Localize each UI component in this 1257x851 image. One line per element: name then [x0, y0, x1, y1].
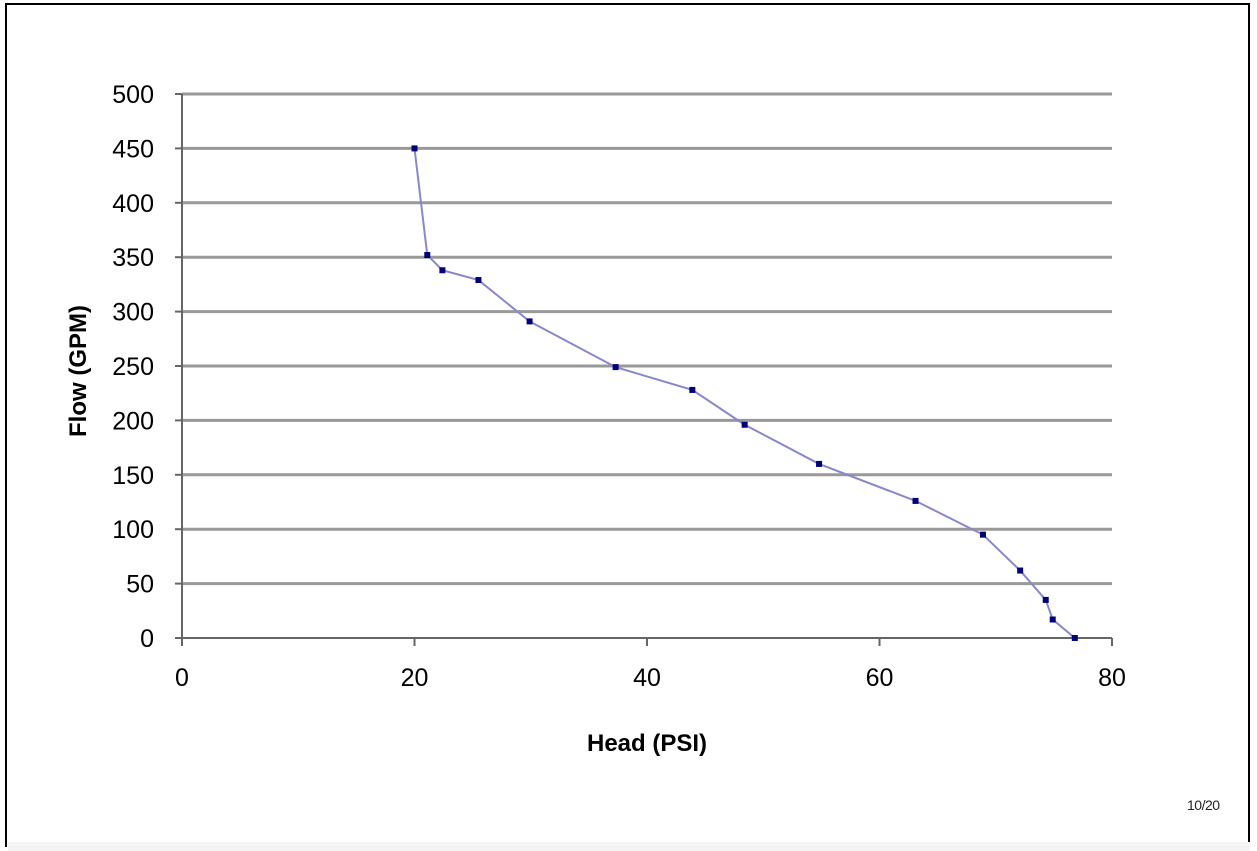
y-tick-label: 200	[112, 407, 154, 435]
data-point-6	[689, 386, 696, 393]
series-line	[413, 148, 1076, 639]
y-tick-label: 400	[112, 190, 154, 218]
data-point-0	[411, 145, 418, 152]
grid-lines	[182, 92, 1112, 586]
x-tick-label: 40	[633, 664, 661, 692]
axes	[175, 93, 1113, 646]
bottom-band	[8, 842, 1250, 851]
data-point-4	[526, 318, 533, 325]
y-tick-label: 300	[112, 299, 154, 327]
x-tick-label: 80	[1098, 664, 1126, 692]
x-axis-title: Head (PSI)	[587, 730, 707, 757]
data-point-10	[979, 531, 986, 538]
y-tick-labels: 0 50 100 150 200 250 300 350 400 450 500	[112, 81, 154, 653]
y-tick-label: 100	[112, 516, 154, 544]
data-point-12	[1042, 596, 1049, 603]
data-point-14	[1071, 635, 1078, 641]
y-tick-label: 450	[112, 135, 154, 163]
x-tick-labels: 0 20 40 60 80	[175, 664, 1126, 692]
data-point-1	[424, 252, 431, 259]
x-tick-label: 0	[175, 664, 189, 692]
data-point-3	[475, 277, 482, 284]
y-tick-label: 0	[140, 625, 154, 653]
y-tick-label: 350	[112, 244, 154, 272]
data-point-7	[741, 421, 748, 428]
data-point-5	[612, 364, 619, 371]
data-point-13	[1049, 616, 1056, 623]
series	[411, 145, 1078, 641]
data-point-2	[439, 267, 446, 274]
y-tick-label: 250	[112, 353, 154, 381]
y-tick-label: 50	[126, 571, 154, 599]
y-tick-label: 150	[112, 462, 154, 490]
data-point-9	[912, 497, 919, 504]
data-point-11	[1017, 567, 1024, 574]
y-tick-label: 500	[112, 81, 154, 109]
page-number: 10/20	[1187, 797, 1220, 813]
x-tick-label: 20	[401, 664, 429, 692]
y-axis-title: Flow (GPM)	[65, 305, 92, 437]
slide-frame	[5, 3, 1250, 847]
x-tick-label: 60	[866, 664, 894, 692]
data-point-8	[816, 460, 823, 467]
